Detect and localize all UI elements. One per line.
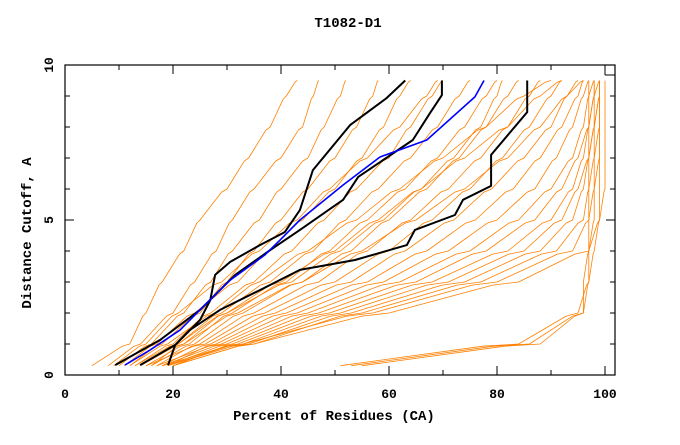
black-2-series-line: [114, 80, 443, 366]
model-series-line: [172, 80, 600, 367]
x-tick-label: 20: [165, 387, 181, 402]
model-series-line: [134, 80, 444, 367]
model-series-line: [145, 80, 498, 367]
model-series-line: [107, 80, 320, 367]
model-series-line: [167, 80, 600, 367]
model-series-line: [118, 80, 347, 367]
x-axis-label: Percent of Residues (CA): [233, 409, 435, 425]
model-series-line: [156, 80, 541, 367]
model-series-line: [340, 80, 606, 367]
model-series-line: [140, 80, 471, 367]
ticks-layer: [64, 64, 615, 376]
model-series-line: [172, 80, 600, 367]
x-tick-label: 80: [489, 387, 505, 402]
blue-series-line: [124, 80, 485, 366]
model-series-line: [351, 80, 595, 367]
y-axis-label: Distance Cutoff, A: [20, 157, 36, 309]
black-1-series-line: [139, 79, 406, 366]
y-tick-labels: 0 5 10: [42, 57, 57, 379]
chart-title: T1082-D1: [314, 16, 381, 32]
x-tick-label: 60: [381, 387, 397, 402]
y-tick-label: 0: [42, 371, 57, 379]
plot-frame: [64, 64, 616, 376]
model-series-line: [145, 80, 563, 367]
model-series-line: [91, 80, 298, 367]
series-layer: [91, 79, 606, 367]
x-tick-label: 40: [273, 387, 289, 402]
model-series-line: [135, 80, 503, 367]
model-series-line: [172, 80, 600, 367]
x-tick-labels: 0 20 40 60 80 100: [61, 387, 617, 402]
model-series-line: [162, 80, 595, 367]
model-series-line: [140, 80, 584, 367]
x-tick-label: 0: [61, 387, 69, 402]
model-series-line: [151, 80, 519, 367]
model-series-line: [151, 80, 562, 367]
model-series-line: [167, 80, 584, 367]
y-tick-label: 10: [42, 57, 57, 73]
model-series-line: [162, 80, 579, 367]
y-tick-label: 5: [42, 216, 57, 224]
x-tick-label: 100: [593, 387, 617, 402]
model-series-line: [124, 80, 411, 367]
black-3-series-line: [167, 80, 529, 366]
model-series-line: [129, 80, 552, 367]
model-series-line: [156, 80, 590, 367]
model-series-line: [113, 80, 438, 367]
model-series-line: [361, 80, 590, 367]
